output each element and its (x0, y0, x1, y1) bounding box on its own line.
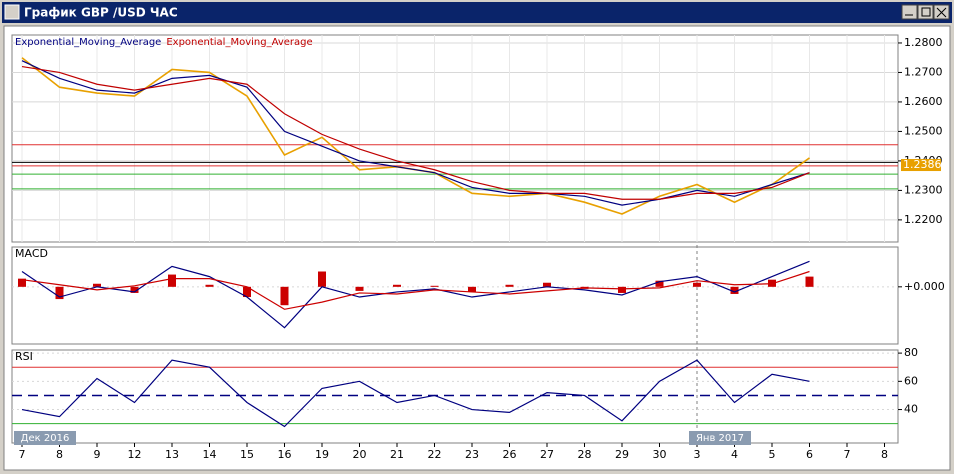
x-tick-label: 28 (578, 448, 592, 461)
y-tick-label: 40 (904, 403, 918, 416)
window-button-glyphs (905, 7, 947, 18)
histogram-bar (618, 286, 626, 293)
x-tick-label: 9 (94, 448, 101, 461)
histogram-bar (205, 284, 214, 287)
y-tick-label: 1.2700 (904, 65, 943, 78)
minimize-button[interactable] (901, 4, 918, 20)
x-tick-label: 8 (56, 448, 63, 461)
x-tick-label: 14 (203, 448, 217, 461)
title-bar (2, 2, 952, 23)
y-tick-label: 1.2300 (904, 183, 943, 196)
series-line (21, 60, 810, 206)
pane-frame (11, 246, 899, 345)
y-tick-label: 60 (904, 374, 918, 387)
pane-frame (11, 349, 899, 444)
histogram-bar (505, 284, 514, 287)
histogram-bar (280, 286, 289, 306)
x-tick-label: 22 (428, 448, 442, 461)
period-label-box (14, 431, 76, 445)
histogram-bar (130, 286, 139, 293)
x-tick-label: 27 (540, 448, 554, 461)
series-line (21, 270, 810, 310)
x-tick-label: 21 (390, 448, 404, 461)
x-tick-label: 15 (240, 448, 254, 461)
period-label: Дек 2016 (21, 433, 70, 444)
x-tick-label: 19 (315, 448, 329, 461)
histogram-bar (430, 285, 439, 287)
x-tick-label: 6 (806, 448, 813, 461)
period-label-box (689, 431, 751, 445)
x-tick-label: 3 (694, 448, 701, 461)
x-tick-label: 23 (465, 448, 479, 461)
y-tick-label: 1.2500 (904, 124, 943, 137)
x-tick-label: 26 (503, 448, 517, 461)
y-tick-label: 80 (904, 346, 918, 359)
histogram-bar (318, 271, 326, 287)
histogram-bar (393, 284, 401, 287)
y-tick-label: 1.2600 (904, 95, 943, 108)
x-tick-label: 7 (844, 448, 851, 461)
x-tick-label: 12 (128, 448, 142, 461)
x-tick-label: 4 (731, 448, 738, 461)
histogram-bar (655, 280, 664, 287)
histogram-bar (693, 282, 701, 287)
histogram-bar (55, 286, 64, 300)
histogram-bar (730, 286, 739, 294)
histogram-bar (805, 276, 814, 287)
chart-area (3, 25, 951, 471)
legend-entry: Exponential_Moving_Average (15, 37, 161, 48)
pane-frame (11, 34, 899, 243)
window-icon (4, 4, 20, 20)
y-tick-label: +0.000 (904, 280, 945, 293)
x-tick-label: 7 (19, 448, 26, 461)
histogram-bar (93, 283, 101, 287)
series-line (21, 260, 810, 329)
pane-title: RSI (15, 350, 33, 363)
histogram-bar (168, 274, 176, 287)
x-tick-label: 8 (881, 448, 888, 461)
last-price-label: 1.2386 (903, 158, 942, 171)
histogram-bar (18, 278, 26, 287)
window-title: График GBP /USD ЧАС (24, 6, 178, 20)
x-tick-label: 29 (615, 448, 629, 461)
period-label: Янв 2017 (696, 433, 744, 444)
legend-entry: Exponential_Moving_Average (166, 37, 312, 48)
x-tick-label: 16 (278, 448, 292, 461)
series-line (21, 359, 810, 428)
y-tick-label: 1.2200 (904, 213, 943, 226)
maximize-button[interactable] (917, 4, 934, 20)
histogram-bar (243, 286, 251, 298)
histogram-bar (468, 286, 476, 292)
histogram-bar (543, 282, 551, 287)
y-tick-label: 1.2800 (904, 36, 943, 49)
series-line (21, 65, 810, 200)
histogram-bar (355, 286, 364, 291)
x-tick-label: 13 (165, 448, 179, 461)
x-tick-label: 30 (653, 448, 667, 461)
x-tick-label: 20 (353, 448, 367, 461)
x-tick-label: 5 (769, 448, 776, 461)
last-price-box (901, 159, 941, 172)
pane-title: MACD (15, 247, 48, 260)
